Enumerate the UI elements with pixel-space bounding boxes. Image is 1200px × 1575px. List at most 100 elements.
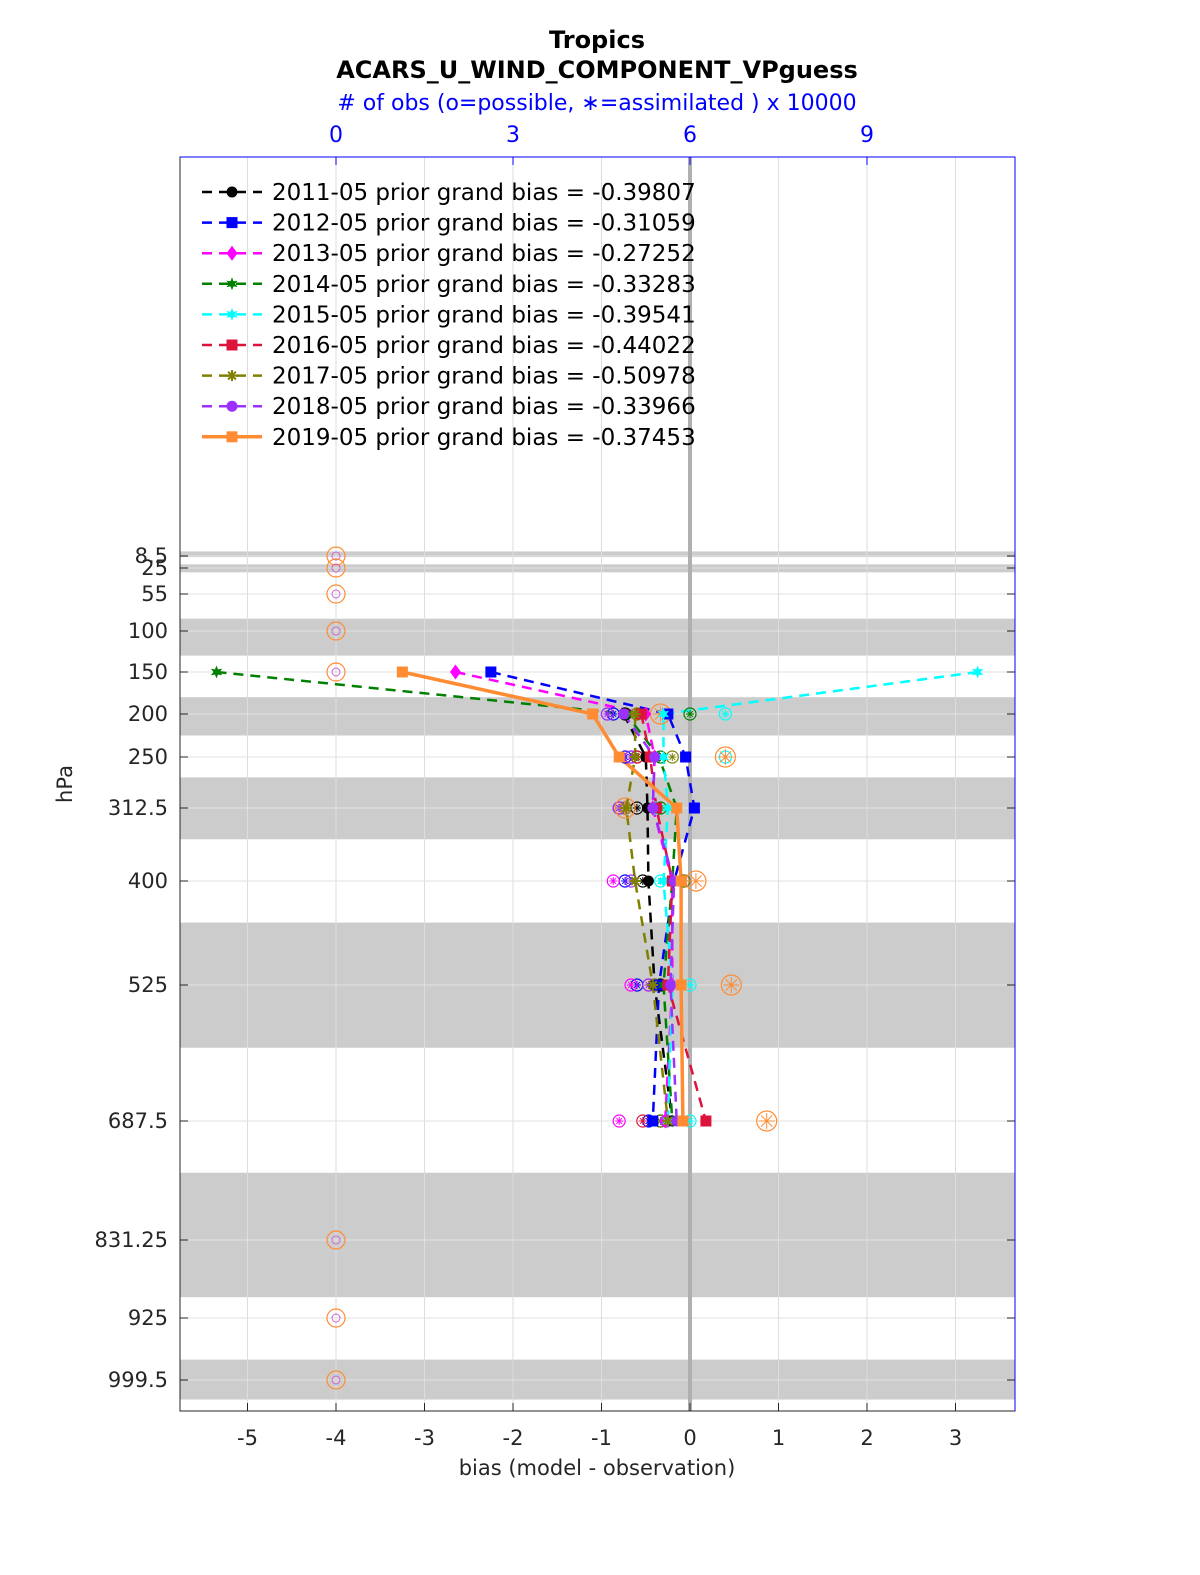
y-tick-label: 999.5 xyxy=(108,1368,168,1392)
obs-possible-circle xyxy=(612,1114,626,1128)
series-line xyxy=(662,670,978,1122)
data-point xyxy=(449,664,461,680)
obs-zero-circle xyxy=(326,584,346,604)
obs-zero-inner xyxy=(331,589,341,599)
obs-possible-circle xyxy=(614,797,636,819)
data-point xyxy=(662,801,674,815)
legend-marker xyxy=(226,400,238,412)
data-point xyxy=(649,751,661,763)
x-tick-label: -5 xyxy=(237,1426,258,1450)
x-tick-label: -3 xyxy=(414,1426,435,1450)
y-tick-label: 687.5 xyxy=(108,1109,168,1133)
asterisk-stroke xyxy=(630,709,640,719)
x-tick-label: 2 xyxy=(860,1426,873,1450)
series-line xyxy=(402,670,685,1122)
asterisk-stroke xyxy=(621,803,631,813)
data-point xyxy=(613,751,625,763)
y-tick-label: 400 xyxy=(128,869,168,893)
y-axis-label: hPa xyxy=(53,765,77,803)
obs-zero-circle xyxy=(326,558,346,578)
data-point xyxy=(677,1115,689,1127)
data-point xyxy=(620,802,632,814)
obs-zero-inner xyxy=(331,1235,341,1245)
asterisk-stroke xyxy=(648,980,658,990)
data-point xyxy=(587,708,599,720)
legend-label: 2018-05 prior grand bias = -0.33966 xyxy=(272,394,696,420)
y-tick-label: 831.25 xyxy=(95,1228,168,1252)
x-tick-label: 1 xyxy=(772,1426,785,1450)
obs-assimilated-star xyxy=(639,1117,646,1125)
series-markers xyxy=(210,664,984,1129)
legend-label: 2015-05 prior grand bias = -0.39541 xyxy=(272,302,696,328)
obs-assimilated-star xyxy=(689,874,702,888)
obs-possible-circle xyxy=(720,974,742,996)
y-tick-label: 55 xyxy=(141,582,168,606)
y-tick-label: 525 xyxy=(128,973,168,997)
x-tick-label: -2 xyxy=(503,1426,524,1450)
data-point xyxy=(647,979,659,991)
data-point xyxy=(629,708,641,720)
data-point xyxy=(662,708,674,720)
obs-zero-inner xyxy=(331,1313,341,1323)
obs-assimilated-star xyxy=(669,753,676,761)
x-tick-label: -4 xyxy=(326,1426,347,1450)
y-tick-label: 250 xyxy=(128,745,168,769)
x-tick-label: -1 xyxy=(591,1426,612,1450)
y-tick-label: 8.5 xyxy=(135,544,168,568)
obs-possible-circle xyxy=(683,707,697,721)
data-point xyxy=(653,979,665,991)
x-tick-label: 3 xyxy=(949,1426,962,1450)
obs-assimilated-star xyxy=(627,981,635,989)
series-line xyxy=(455,670,674,1122)
series-line xyxy=(625,714,670,1122)
data-point xyxy=(675,875,687,887)
data-point xyxy=(210,665,223,679)
legend-label: 2019-05 prior grand bias = -0.37453 xyxy=(272,425,696,451)
asterisk-stroke xyxy=(227,371,237,381)
obs-marker xyxy=(685,870,707,892)
legend-marker xyxy=(226,186,238,198)
data-point xyxy=(675,979,687,991)
obs-marker xyxy=(714,746,737,768)
y-tick-label: 200 xyxy=(128,702,168,726)
legend-marker xyxy=(226,307,238,321)
legend-label: 2011-05 prior grand bias = -0.39807 xyxy=(272,180,696,206)
data-point xyxy=(635,708,647,720)
obs-zero-circle xyxy=(326,546,346,566)
y-tick-label: 925 xyxy=(128,1306,168,1330)
top-tick-label: 0 xyxy=(329,123,343,148)
top-tick-label: 6 xyxy=(683,123,697,148)
data-point xyxy=(629,875,641,887)
legend-label: 2017-05 prior grand bias = -0.50978 xyxy=(272,364,696,390)
obs-possible-circle xyxy=(756,1110,778,1132)
obs-zero-inner xyxy=(331,563,341,573)
obs-assimilated-star xyxy=(610,877,617,885)
legend: 2011-05 prior grand bias = -0.39807 2012-… xyxy=(202,180,696,451)
legend-label: 2016-05 prior grand bias = -0.44022 xyxy=(272,333,696,359)
legend-marker xyxy=(226,217,238,229)
legend-marker xyxy=(226,245,238,261)
top-tick-label: 3 xyxy=(506,123,520,148)
obs-assimilated-star xyxy=(686,710,694,718)
shaded-bands xyxy=(180,551,1015,1400)
chart-title: Tropics xyxy=(549,26,645,54)
chart-subtitle: ACARS_U_WIND_COMPONENT_VPguess xyxy=(336,56,858,84)
obs-assimilated-star xyxy=(604,710,611,718)
legend-marker xyxy=(226,370,238,382)
series-line xyxy=(622,713,678,1122)
obs-zero-inner xyxy=(331,1375,341,1385)
data-point xyxy=(485,666,497,678)
data-point xyxy=(657,874,670,888)
obs-zero-circle xyxy=(326,1308,346,1328)
data-point xyxy=(647,802,659,814)
data-point xyxy=(671,802,683,814)
obs-possible-circle xyxy=(624,978,638,992)
obs-zero-circle xyxy=(326,621,346,641)
y-tick-label: 25 xyxy=(141,556,168,580)
obs-zero-inner xyxy=(331,551,341,561)
data-point xyxy=(665,979,677,991)
obs-zero-inner xyxy=(331,667,341,677)
data-point xyxy=(972,665,984,679)
